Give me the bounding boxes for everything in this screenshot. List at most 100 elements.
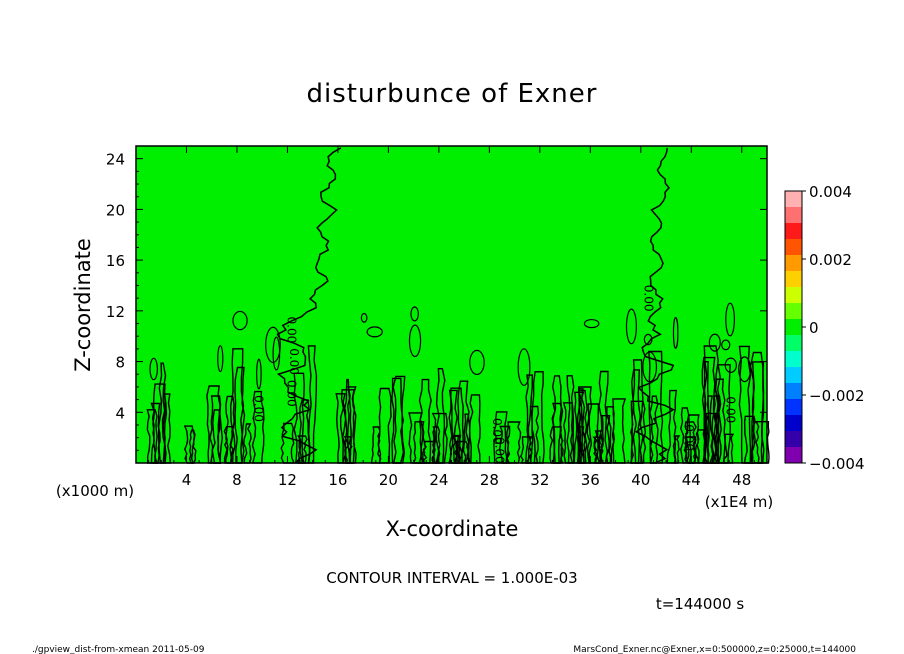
x-tick-label: 4 <box>182 471 192 489</box>
colorbar-cell <box>785 383 802 400</box>
x-tick-label: 36 <box>581 471 600 489</box>
colorbar-cell <box>785 431 802 448</box>
footer-left: ./gpview_dist-from-xmean 2011-05-09 <box>32 645 205 654</box>
contour-loop <box>583 318 600 329</box>
y-axis: 4 8 12 16 20 24 <box>106 151 767 451</box>
contour-loop <box>738 356 752 383</box>
colorbar-cell <box>785 255 802 272</box>
contour-level-label: 0.00 <box>284 317 298 344</box>
y-tick-label: 12 <box>106 303 125 321</box>
contour-line <box>600 415 612 464</box>
contour-loop <box>265 326 281 364</box>
contour-level-label: 0.00 <box>642 285 656 312</box>
contour-line <box>711 395 722 464</box>
contour-line <box>280 422 296 464</box>
contour-line <box>209 395 224 464</box>
contour-line <box>701 356 717 464</box>
contour-level-label: 0.00 <box>724 396 738 423</box>
contour-line <box>161 393 172 464</box>
colorbar-tick-label: 0.004 <box>809 183 852 201</box>
contour-line <box>412 421 427 464</box>
contour-line <box>468 394 481 464</box>
colorbar-cell <box>785 447 802 464</box>
contour-line <box>649 395 659 464</box>
colorbar-cell <box>785 319 802 336</box>
contour-line <box>738 345 752 464</box>
y-tick-label: 4 <box>115 404 125 422</box>
contour-loop <box>408 324 422 358</box>
x-tick-label: 8 <box>232 471 242 489</box>
colorbar-tick-label: 0 <box>809 319 819 337</box>
contour-line <box>632 359 644 464</box>
contour-line <box>392 375 406 464</box>
contour-loop <box>708 333 721 352</box>
contour-line <box>493 411 508 464</box>
contour-line <box>592 436 602 464</box>
contour-line <box>251 390 265 464</box>
contour-line <box>146 409 158 464</box>
contour-line <box>683 436 697 464</box>
contour-line <box>211 409 222 464</box>
contour-loop <box>643 333 653 346</box>
contour-line <box>704 412 719 464</box>
x-axis-label: X-coordinate <box>386 517 519 541</box>
x-tick-label: 28 <box>480 471 499 489</box>
contour-loop <box>410 306 419 322</box>
contour-line <box>457 380 470 464</box>
contour-line <box>743 415 756 464</box>
contour-loop <box>232 310 248 331</box>
contour-line <box>377 387 392 464</box>
contour-line <box>524 374 534 464</box>
x-tick-label: 48 <box>732 471 751 489</box>
colorbar-tick-label: −0.004 <box>809 455 865 473</box>
contour-line <box>598 370 609 464</box>
contour-level-label: 0.00 <box>493 437 507 464</box>
x-unit-label: (x1E4 m) <box>705 493 774 511</box>
contour-line <box>551 375 563 464</box>
footer-right: MarsCond_Exner.nc@Exner,x=0:500000,z=0:2… <box>573 645 856 654</box>
contour-line <box>276 147 342 464</box>
colorbar-cell <box>785 207 802 224</box>
contour-line <box>749 351 765 464</box>
x-tick-label: 20 <box>379 471 398 489</box>
contour-loop <box>517 348 531 386</box>
x-tick-label: 44 <box>682 471 701 489</box>
contour-line <box>234 366 246 464</box>
contour-line <box>672 435 681 464</box>
contour-line <box>340 389 356 464</box>
contour-line <box>648 350 664 464</box>
contour-line <box>531 371 545 464</box>
contour-line <box>158 362 167 464</box>
contour-line <box>307 345 318 464</box>
contour-line <box>562 402 574 464</box>
colorbar-cell <box>785 239 802 256</box>
contour-line <box>723 433 735 464</box>
contour-loop <box>672 316 679 349</box>
contour-line <box>150 402 161 464</box>
contour-line <box>549 426 564 464</box>
y-tick-label: 8 <box>115 354 125 372</box>
colorbar-cell <box>785 191 802 208</box>
contour-loop <box>721 339 731 351</box>
contour-line <box>687 414 700 464</box>
contour-line <box>243 423 252 464</box>
y-tick-label: 16 <box>106 252 125 270</box>
contour-level-label: 0.00 <box>682 424 696 451</box>
colorbar: 0.004 0.002 0 −0.002 −0.004 <box>784 183 865 473</box>
contour-line <box>453 434 463 464</box>
colorbar-cell <box>785 351 802 368</box>
contour-line <box>755 421 770 464</box>
contour-line <box>298 399 311 464</box>
contour-loop <box>469 349 485 376</box>
colorbar-cell <box>785 223 802 240</box>
x-tick-label: 32 <box>530 471 549 489</box>
x-tick-label: 12 <box>278 471 297 489</box>
contour-loop <box>149 357 159 381</box>
colorbar-cell <box>785 367 802 384</box>
contour-line <box>716 364 732 464</box>
contour-loop <box>360 312 368 323</box>
colorbar-cell <box>785 303 802 320</box>
contour-level-label: 0.00 <box>284 380 298 407</box>
x-tick-label: 40 <box>631 471 650 489</box>
